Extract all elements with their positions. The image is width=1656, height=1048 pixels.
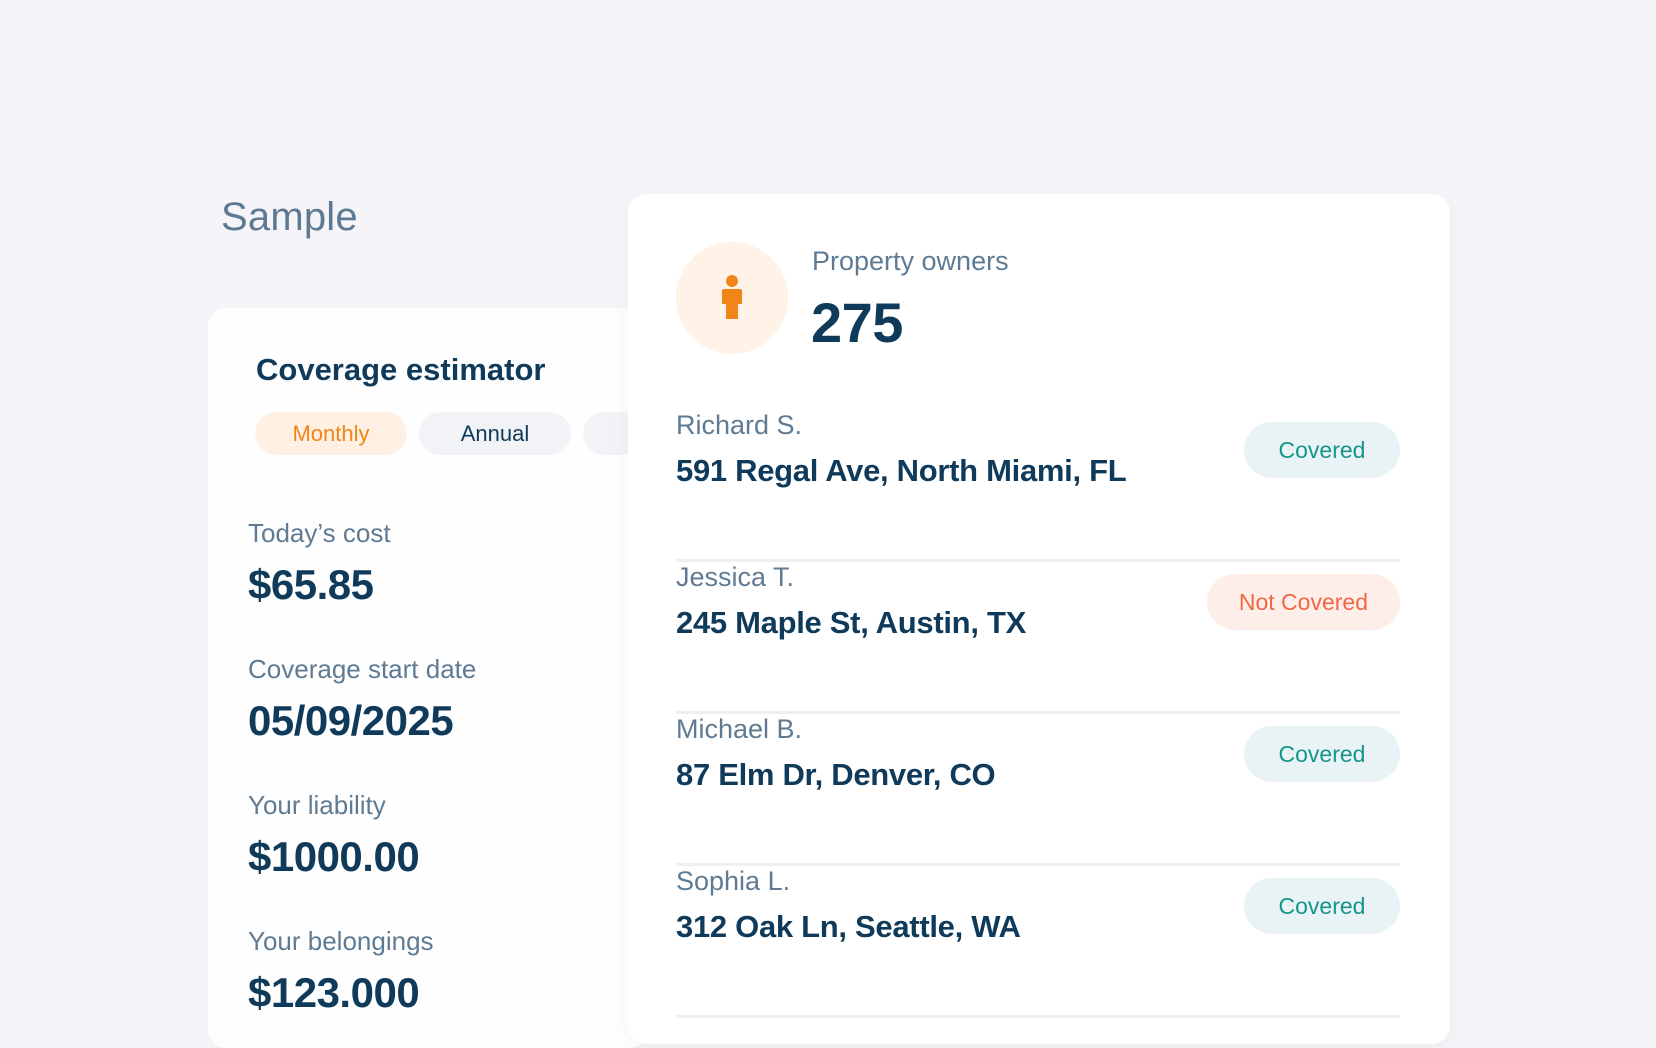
owner-address: 591 Regal Ave, North Miami, FL (676, 453, 1127, 488)
field-label: Your belongings (248, 926, 434, 956)
owners-label: Property owners (812, 246, 1009, 276)
page-heading: Sample (221, 195, 358, 239)
list-item[interactable]: Michael B. 87 Elm Dr, Denver, CO Covered (676, 714, 1400, 866)
list-item[interactable]: Sophia L. 312 Oak Ln, Seattle, WA Covere… (676, 866, 1400, 1018)
owner-name: Jessica T. (676, 562, 795, 592)
field-value: $123.000 (248, 969, 420, 1016)
field-value: $1000.00 (248, 833, 420, 880)
field-label: Today’s cost (248, 518, 391, 548)
owner-name: Michael B. (676, 714, 803, 744)
owner-address: 87 Elm Dr, Denver, CO (676, 757, 996, 792)
tab-monthly[interactable]: Monthly (255, 412, 407, 455)
status-badge: Covered (1244, 726, 1400, 782)
owners-count: 275 (811, 291, 903, 354)
owner-list: Richard S. 591 Regal Ave, North Miami, F… (676, 410, 1400, 1018)
estimator-title: Coverage estimator (256, 352, 546, 387)
owner-avatar (676, 242, 788, 354)
field-value: 05/09/2025 (248, 697, 454, 744)
billing-period-tabs: Monthly Annual (255, 412, 643, 455)
field-your-liability: Your liability $1000.00 (248, 790, 420, 881)
coverage-estimator-card: Coverage estimator Monthly Annual Today’… (208, 308, 648, 1048)
field-your-belongings: Your belongings $123.000 (248, 926, 434, 1017)
tab-annual[interactable]: Annual (419, 412, 571, 455)
field-label: Coverage start date (248, 654, 477, 684)
field-value: $65.85 (248, 561, 374, 608)
owner-name: Richard S. (676, 410, 803, 440)
person-icon (722, 275, 742, 319)
list-item[interactable]: Richard S. 591 Regal Ave, North Miami, F… (676, 410, 1400, 562)
owner-name: Sophia L. (676, 866, 791, 896)
status-badge: Not Covered (1206, 574, 1400, 630)
owner-address: 245 Maple St, Austin, TX (676, 605, 1026, 640)
field-todays-cost: Today’s cost $65.85 (248, 518, 391, 609)
field-label: Your liability (248, 790, 386, 820)
owner-address: 312 Oak Ln, Seattle, WA (676, 909, 1021, 944)
field-coverage-start-date: Coverage start date 05/09/2025 (248, 654, 476, 745)
list-item[interactable]: Jessica T. 245 Maple St, Austin, TX Not … (676, 562, 1400, 714)
status-badge: Covered (1244, 878, 1400, 934)
property-owners-card: Property owners 275 Richard S. 591 Regal… (628, 194, 1450, 1044)
status-badge: Covered (1244, 422, 1400, 478)
